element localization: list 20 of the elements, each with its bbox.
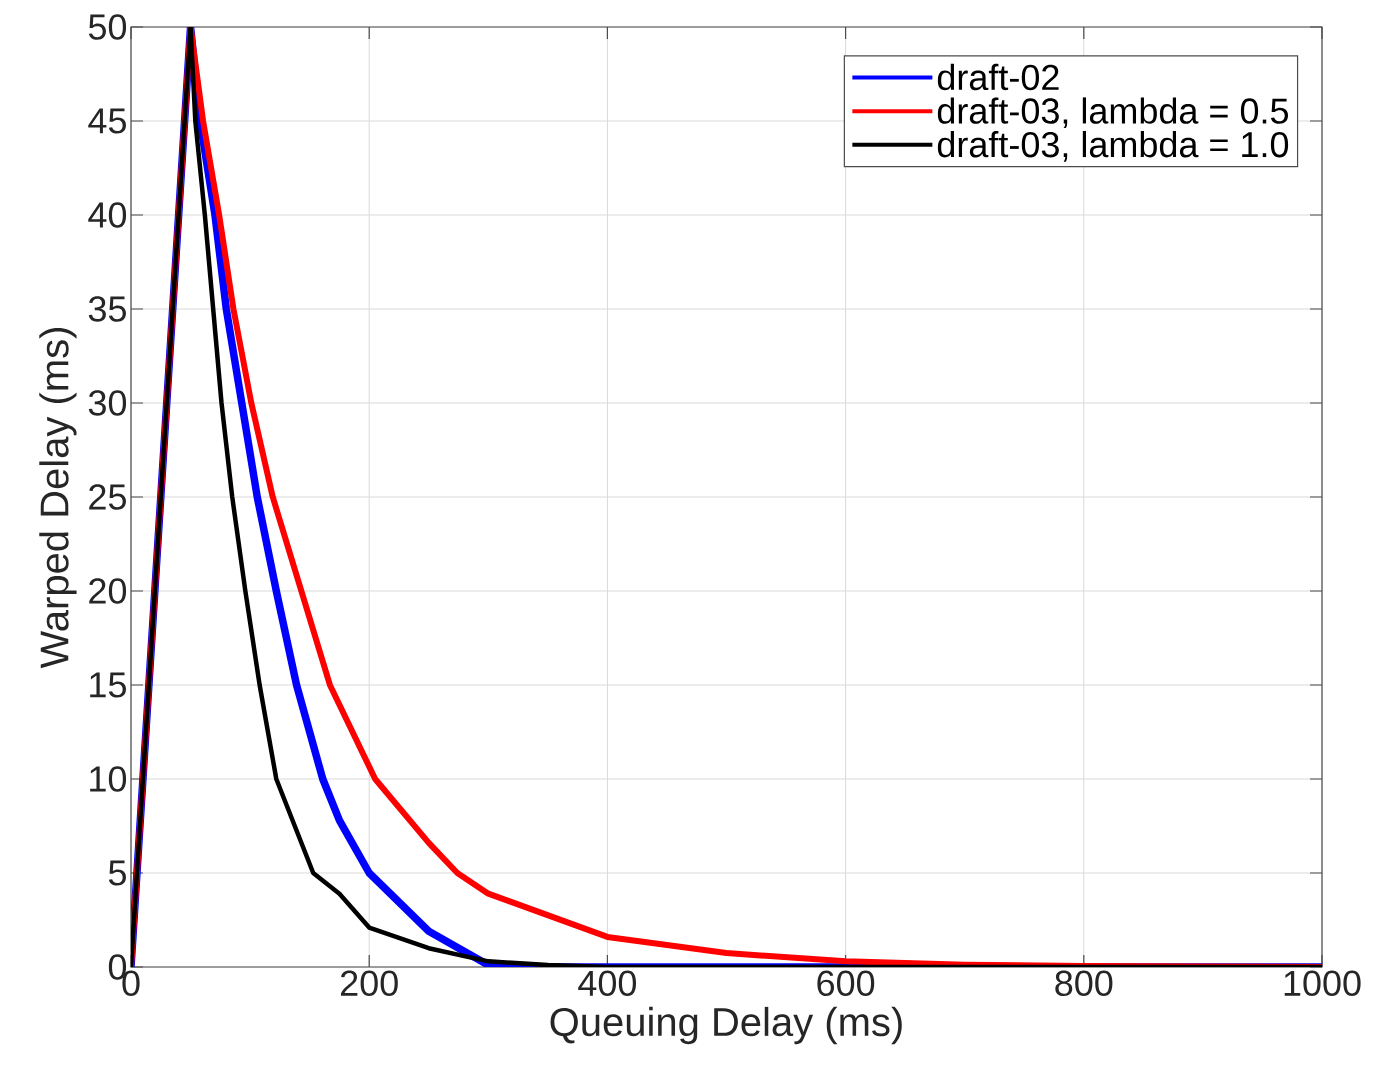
x-tick-label: 400 xyxy=(578,970,637,996)
y-tick-label: 5 xyxy=(108,860,126,886)
y-tick-label: 25 xyxy=(89,484,126,510)
y-tick-label: 40 xyxy=(88,202,127,228)
y-tick-label: 45 xyxy=(88,108,126,134)
y-tick-label: 35 xyxy=(88,296,126,322)
y-tick-label: 20 xyxy=(89,578,127,604)
legend-label: draft-03, lambda = 0.5 xyxy=(937,97,1289,129)
y-axis-title: Warped Delay (ms) xyxy=(39,328,77,669)
legend-label: draft-02 xyxy=(937,63,1059,91)
y-tick-label: 50 xyxy=(88,14,127,40)
x-axis-title: Queuing Delay (ms) xyxy=(550,1006,902,1045)
x-tick-label: 200 xyxy=(340,970,398,996)
y-tick-label: 15 xyxy=(90,672,126,698)
y-tick-label: 10 xyxy=(90,766,127,792)
legend-label: draft-03, lambda = 1.0 xyxy=(937,130,1289,162)
x-tick-label: 1000 xyxy=(1284,970,1361,996)
x-tick-label: 600 xyxy=(817,970,875,996)
x-tick-label: 800 xyxy=(1055,970,1113,996)
y-tick-label: 30 xyxy=(88,390,127,416)
